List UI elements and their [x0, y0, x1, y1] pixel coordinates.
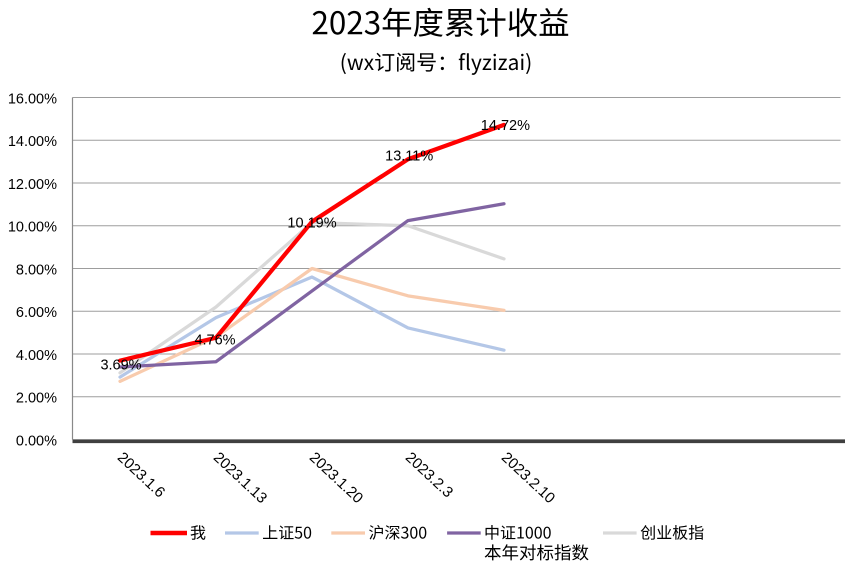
svg-text:14.00%: 14.00%: [8, 134, 57, 150]
svg-text:2.00%: 2.00%: [16, 391, 57, 407]
svg-text:10.19%: 10.19%: [287, 216, 336, 232]
svg-text:13.11%: 13.11%: [385, 148, 433, 164]
svg-text:14.72%: 14.72%: [481, 118, 530, 134]
svg-text:6.00%: 6.00%: [16, 305, 57, 321]
svg-text:0.00%: 0.00%: [16, 433, 57, 449]
svg-text:4.76%: 4.76%: [194, 333, 235, 349]
svg-text:12.00%: 12.00%: [8, 177, 57, 193]
svg-text:4.00%: 4.00%: [16, 348, 57, 364]
svg-text:16.00%: 16.00%: [8, 91, 57, 107]
svg-text:8.00%: 8.00%: [16, 262, 57, 278]
svg-text:3.69%: 3.69%: [100, 358, 141, 374]
svg-text:10.00%: 10.00%: [8, 220, 57, 236]
